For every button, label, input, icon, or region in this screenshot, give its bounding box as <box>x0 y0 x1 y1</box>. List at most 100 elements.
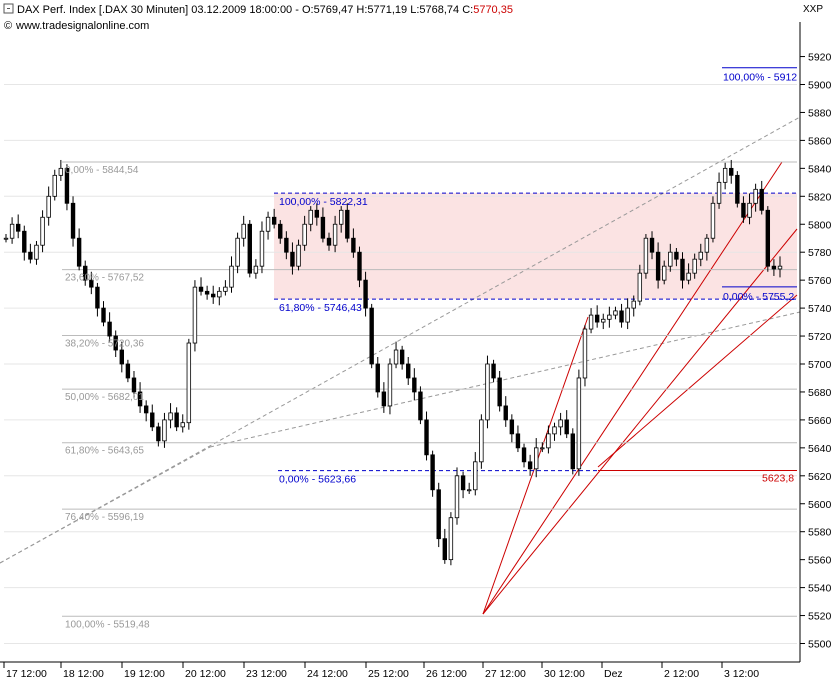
candle-body <box>58 167 64 176</box>
candle-body <box>125 363 131 379</box>
candle-body <box>601 318 606 323</box>
candle-body <box>76 237 82 267</box>
candle-body <box>534 447 539 470</box>
candle-body <box>594 314 600 323</box>
candle-body <box>491 363 496 379</box>
candle-body <box>326 237 332 246</box>
candle-body <box>22 230 27 253</box>
y-tick-label: 5740 <box>808 303 832 315</box>
x-tick-label: 27 12:00 <box>485 668 526 680</box>
candle-body <box>70 202 76 239</box>
candle-body <box>570 433 575 470</box>
candle-body <box>387 363 393 407</box>
candle-body <box>229 265 234 288</box>
y-tick-label: 5640 <box>808 443 832 455</box>
source-label: www.tradesignalonline.com <box>15 20 149 32</box>
candle-body <box>546 433 551 449</box>
copyright-icon: © <box>4 20 12 32</box>
candle-body <box>473 461 478 491</box>
candle-body <box>741 202 746 218</box>
candle-body <box>412 377 417 393</box>
candle-body <box>357 251 362 281</box>
candle-body <box>521 447 527 463</box>
y-tick-label: 5840 <box>808 163 832 175</box>
x-tick-label: 2 12:00 <box>664 668 699 680</box>
candle-body <box>235 237 240 267</box>
xxp-label[interactable]: XXP <box>803 4 823 15</box>
candle-body <box>637 272 643 302</box>
candle-body <box>15 223 21 232</box>
candle-body <box>680 258 685 281</box>
y-tick-label: 5620 <box>808 471 832 483</box>
fib-left-label: 76,40% - 5596,19 <box>65 512 144 523</box>
series-toggle-icon[interactable] <box>3 3 14 14</box>
candle-body <box>46 195 51 218</box>
fib-zone-area <box>274 193 797 300</box>
y-tick-label: 5860 <box>808 135 832 147</box>
candle-body <box>83 265 88 281</box>
fib-left-label: 0,00% - 5844,54 <box>65 165 139 176</box>
y-tick-label: 5700 <box>808 359 832 371</box>
candle-body <box>418 391 423 421</box>
candle-body <box>747 202 752 218</box>
x-tick-label: 30 12:00 <box>544 668 585 680</box>
candle-body <box>662 265 667 281</box>
fib-left-label: 61,80% - 5643,65 <box>65 446 144 457</box>
candle-body <box>320 216 326 239</box>
candle-body <box>716 181 722 204</box>
candle-body <box>582 328 588 379</box>
fib-left-label: 23,60% - 5767,52 <box>65 273 144 284</box>
candle-body <box>204 290 210 295</box>
candle-body <box>186 342 192 424</box>
chart-header-info: DAX Perf. Index [.DAX 30 Minuten] 03.12.… <box>17 4 473 16</box>
candle-body <box>95 286 100 309</box>
candle-body <box>34 244 39 260</box>
candle-body <box>247 223 252 274</box>
candle-body <box>424 419 429 456</box>
candle-body <box>649 237 655 253</box>
y-tick-label: 5920 <box>808 52 832 64</box>
candle-body <box>655 251 661 281</box>
candle-body <box>9 223 15 239</box>
candle-body <box>454 475 460 519</box>
y-tick-label: 5560 <box>808 555 832 567</box>
candle-body <box>613 310 618 316</box>
x-tick-label: 24 12:00 <box>307 668 348 680</box>
candle-body <box>448 517 454 561</box>
candle-body <box>564 419 569 435</box>
candle-body <box>558 419 563 428</box>
candle-body <box>156 426 161 442</box>
candle-body <box>607 314 612 320</box>
trend-line <box>0 116 801 564</box>
candle-body <box>466 489 472 492</box>
candle-body <box>588 314 594 330</box>
candle-body <box>765 209 771 267</box>
candle-body <box>479 419 484 463</box>
candle-body <box>131 377 137 393</box>
candle-body <box>460 475 466 491</box>
fan-line <box>482 228 798 615</box>
candle-body <box>576 377 582 470</box>
candle-body <box>143 405 149 414</box>
x-tick-label: 25 12:00 <box>368 668 409 680</box>
candle-body <box>735 174 740 204</box>
candle-body <box>643 237 649 274</box>
candle-body <box>119 349 124 365</box>
fib-zone-label: 0,00% - 5623,66 <box>279 474 356 486</box>
candle-body <box>668 251 673 267</box>
fib-zone-label: 61,80% - 5746,43 <box>279 302 362 314</box>
candle-body <box>503 405 508 421</box>
x-tick-label: 19 12:00 <box>124 668 165 680</box>
candle-body <box>625 307 630 323</box>
x-tick-label: 3 12:00 <box>724 668 759 680</box>
x-tick-label: Dez <box>604 668 623 680</box>
y-tick-label: 5820 <box>808 191 832 203</box>
candle-body <box>150 412 155 428</box>
candle-body <box>308 209 313 225</box>
candle-body <box>64 167 70 204</box>
candle-body <box>101 307 106 323</box>
fan-line <box>482 161 783 615</box>
candle-body <box>363 279 368 309</box>
trend-line <box>209 311 801 448</box>
y-tick-label: 5500 <box>808 639 832 651</box>
